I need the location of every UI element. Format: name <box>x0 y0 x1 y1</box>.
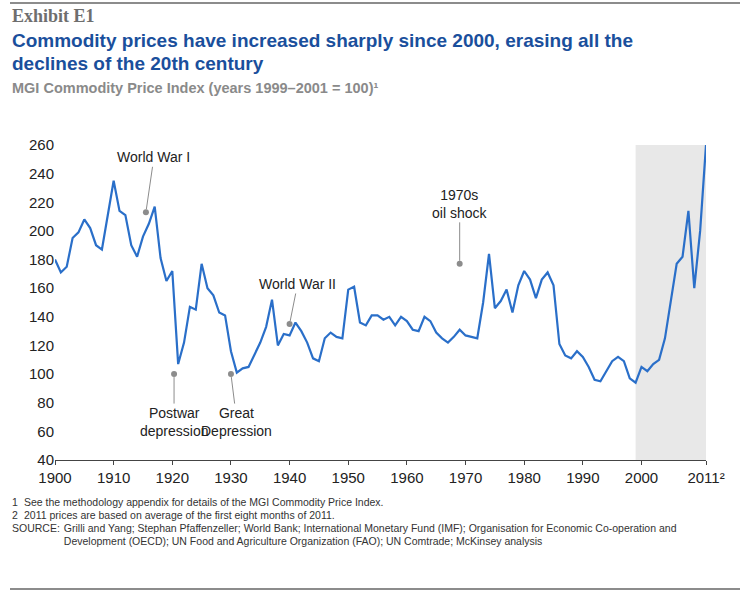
svg-text:2000: 2000 <box>625 469 658 486</box>
svg-text:1950: 1950 <box>332 469 365 486</box>
svg-text:260: 260 <box>29 136 54 153</box>
svg-text:60: 60 <box>37 423 54 440</box>
svg-text:Postwardepression: Postwardepression <box>140 405 209 439</box>
svg-text:100: 100 <box>29 365 54 382</box>
html-text:2: 2 <box>12 509 18 521</box>
svg-text:1920: 1920 <box>156 469 189 486</box>
svg-text:1970: 1970 <box>449 469 482 486</box>
html-text:Exhibit E1: Exhibit E1 <box>12 6 95 26</box>
html-text:Commodity prices have increase: Commodity prices have increased sharply … <box>12 30 633 74</box>
html-text:See the methodology appendix f: See the methodology appendix for details… <box>24 496 384 508</box>
svg-text:180: 180 <box>29 251 54 268</box>
svg-text:1980: 1980 <box>508 469 541 486</box>
html-text:2011 prices are based on avera: 2011 prices are based on average of the … <box>24 509 335 521</box>
svg-text:80: 80 <box>37 394 54 411</box>
svg-text:1960: 1960 <box>390 469 423 486</box>
svg-text:220: 220 <box>29 194 54 211</box>
svg-text:160: 160 <box>29 279 54 296</box>
html-text:SOURCE: Grilli and Yang; Steph: SOURCE: Grilli and Yang; Stephan Pfaffen… <box>12 522 677 547</box>
svg-text:140: 140 <box>29 308 54 325</box>
svg-text:1990: 1990 <box>566 469 599 486</box>
html-text:MGI Commodity Price Index (yea: MGI Commodity Price Index (years 1999–20… <box>12 80 379 96</box>
svg-text:40: 40 <box>37 451 54 468</box>
svg-text:1930: 1930 <box>214 469 247 486</box>
svg-text:1970soil shock: 1970soil shock <box>432 187 487 221</box>
svg-text:World War I: World War I <box>117 149 190 165</box>
svg-text:2011²: 2011² <box>687 469 724 486</box>
svg-text:GreatDepression: GreatDepression <box>201 405 272 439</box>
svg-text:1900: 1900 <box>38 469 71 486</box>
html-text:1: 1 <box>12 496 18 508</box>
svg-text:120: 120 <box>29 337 54 354</box>
svg-text:200: 200 <box>29 222 54 239</box>
svg-text:1910: 1910 <box>97 469 130 486</box>
svg-text:1940: 1940 <box>273 469 306 486</box>
svg-text:240: 240 <box>29 165 54 182</box>
svg-text:World War II: World War II <box>259 276 336 292</box>
